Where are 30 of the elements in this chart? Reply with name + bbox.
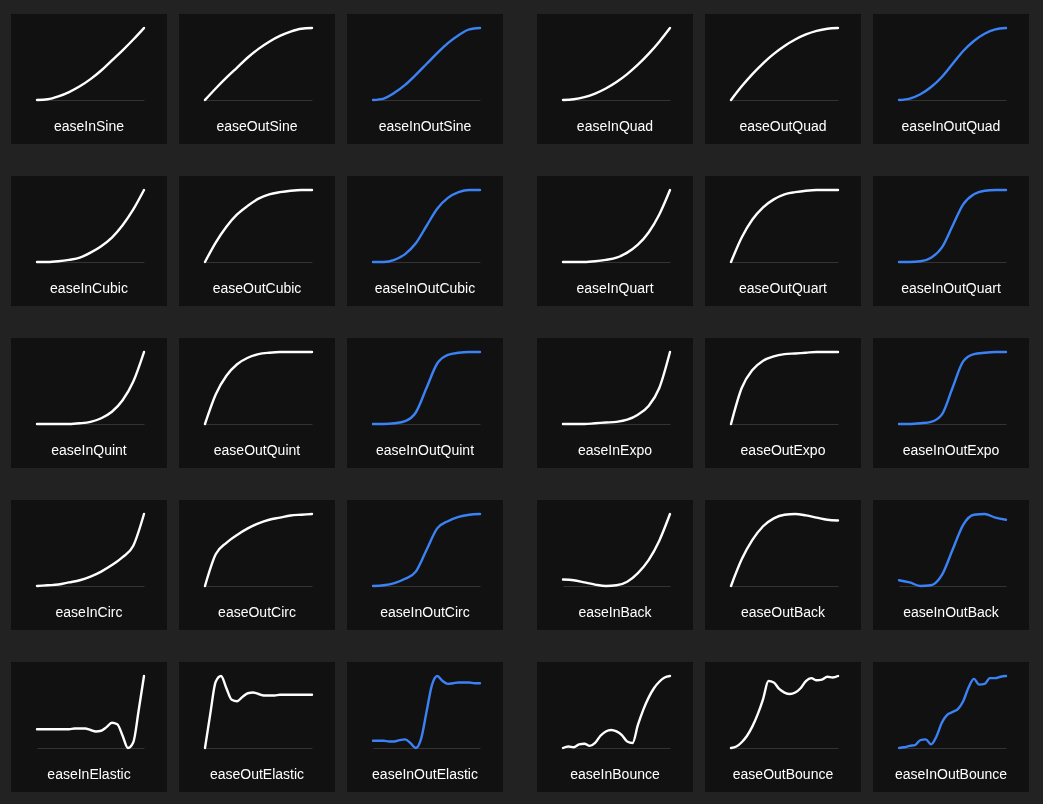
text: easeInOutBack <box>903 604 1000 620</box>
text: easeOutCirc <box>218 604 296 620</box>
text: easeInBack <box>578 604 653 620</box>
text: easeInOutCubic <box>374 280 476 296</box>
text: easeInOutQuart <box>901 280 1001 296</box>
text: easeOutBounce <box>732 766 834 782</box>
text: easeInOutSine <box>378 118 472 134</box>
text: easeInOutQuad <box>901 118 1001 134</box>
text: easeInSine <box>53 118 125 134</box>
text: easeOutQuart <box>739 280 828 296</box>
text: easeInCubic <box>50 280 128 296</box>
text: easeInQuint <box>51 442 127 458</box>
text: easeInBounce <box>570 766 660 782</box>
text: easeInOutBounce <box>894 766 1008 782</box>
text: easeInExpo <box>578 442 653 458</box>
text: easeInElastic <box>47 766 131 782</box>
text: easeInOutCirc <box>380 604 470 620</box>
text: easeOutCubic <box>212 280 302 296</box>
text: easeInOutElastic <box>372 766 478 782</box>
text: easeInOutQuint <box>375 442 475 458</box>
text: easeInOutExpo <box>902 442 1000 458</box>
text: easeOutBack <box>740 604 827 620</box>
text: easeInCirc <box>55 604 123 620</box>
text: easeOutQuint <box>213 442 301 458</box>
text: easeOutElastic <box>209 766 305 782</box>
text: easeOutSine <box>216 118 298 134</box>
text: easeInQuart <box>576 280 654 296</box>
text: easeOutExpo <box>740 442 826 458</box>
text: easeOutQuad <box>739 118 827 134</box>
text: easeInQuad <box>576 118 654 134</box>
